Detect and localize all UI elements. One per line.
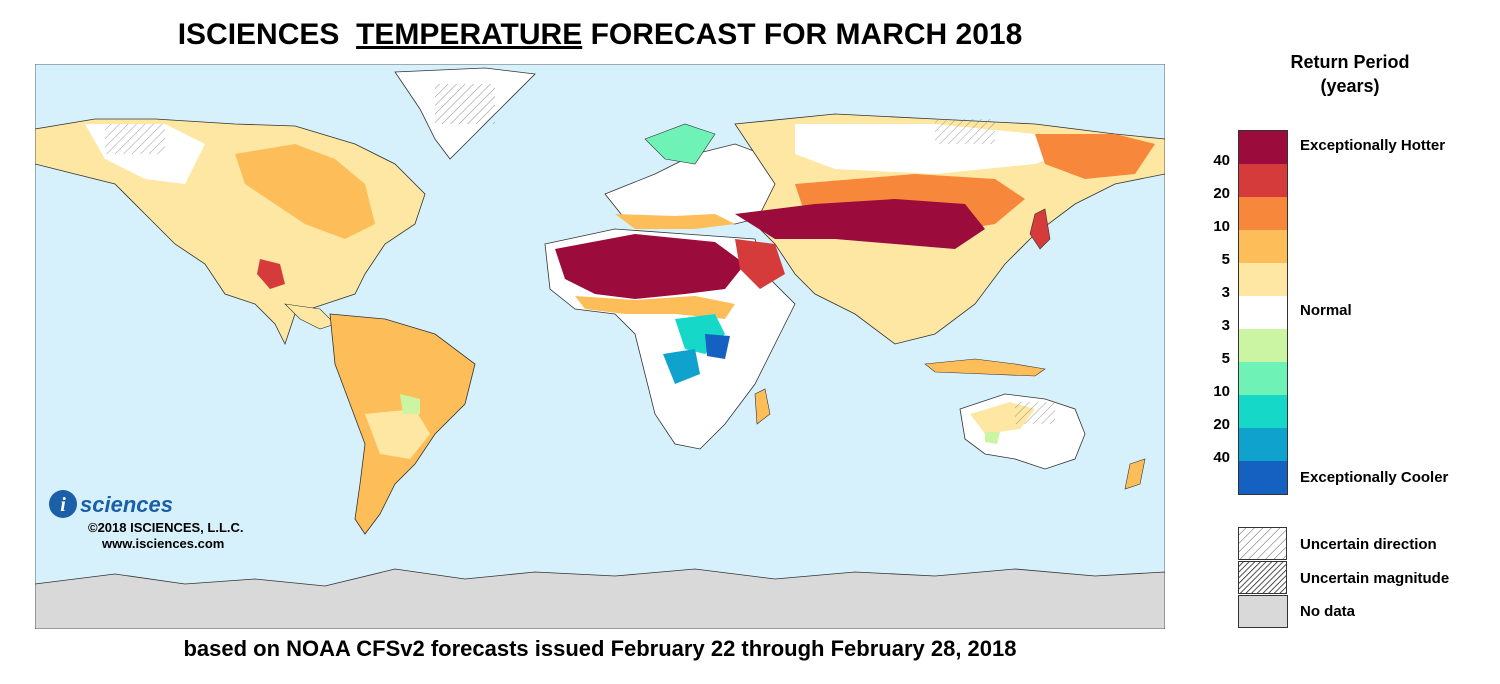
world-map: i sciences: [35, 64, 1165, 629]
copyright-block: ©2018 ISCIENCES, L.L.C. www.isciences.co…: [88, 520, 244, 552]
scale-swatch: [1239, 263, 1287, 296]
color-scale: [1238, 130, 1288, 495]
isciences-logo: i sciences: [49, 490, 173, 518]
scale-tick-label: 5: [1221, 350, 1230, 367]
scale-swatch: [1239, 164, 1287, 197]
antarctica: [35, 568, 1165, 629]
scale-swatch: [1239, 461, 1287, 494]
scale-swatch: [1239, 395, 1287, 428]
uncertain-direction-swatch: [1238, 527, 1287, 560]
south-america-cool: [400, 394, 420, 414]
scale-tick-label: 3: [1221, 317, 1230, 334]
title-part-3: FORECAST FOR MARCH 2018: [590, 18, 1023, 51]
scale-tick-label: 10: [1213, 383, 1230, 400]
new-zealand: [1124, 458, 1146, 490]
scale-tick-label: 40: [1213, 152, 1230, 169]
scale-swatch: [1239, 362, 1287, 395]
scale-tick-label: 20: [1213, 185, 1230, 202]
website-text: www.isciences.com: [102, 536, 225, 551]
title-part-2: TEMPERATURE: [356, 18, 583, 51]
category-cool: Exceptionally Cooler: [1300, 469, 1449, 486]
logo-letter: i: [60, 494, 66, 516]
legend-title: Return Period (years): [1255, 50, 1445, 98]
north-america-hot: [235, 144, 375, 239]
russia-far-east: [1035, 134, 1155, 179]
scandinavia-cool: [644, 123, 716, 165]
mexico-hot: [257, 259, 285, 289]
title-part-1: ISCIENCES: [177, 18, 340, 51]
siberia-normal: [795, 124, 1095, 174]
no-data-swatch: [1238, 595, 1288, 628]
category-normal: Normal: [1300, 302, 1352, 319]
africa-hot-band: [575, 296, 735, 319]
category-hot: Exceptionally Hotter: [1300, 137, 1446, 154]
map-title: ISCIENCES TEMPERATURE FORECAST FOR MARCH…: [35, 18, 1165, 52]
japan: [1029, 208, 1051, 250]
copyright-text: ©2018 ISCIENCES, L.L.C.: [88, 520, 244, 535]
europe-south-hot: [615, 214, 735, 229]
central-america: [284, 303, 336, 330]
arabia-hot: [735, 239, 785, 289]
scale-tick-label: 20: [1213, 416, 1230, 433]
madagascar: [754, 388, 771, 425]
scale-tick-label: 40: [1213, 449, 1230, 466]
scale-swatch: [1239, 296, 1287, 329]
scale-tick-label: 10: [1213, 218, 1230, 235]
logo-word: sciences: [80, 492, 173, 517]
africa-cool-3: [705, 334, 730, 359]
south-america-light: [365, 409, 430, 459]
scale-swatch: [1239, 428, 1287, 461]
no-data-label: No data: [1300, 603, 1356, 620]
indonesia: [924, 358, 1046, 377]
uncertain-magnitude-label: Uncertain magnitude: [1300, 570, 1450, 587]
africa-cool-2: [663, 349, 700, 384]
scale-swatch: [1239, 131, 1287, 164]
map-subtitle: based on NOAA CFSv2 forecasts issued Feb…: [183, 636, 1017, 661]
scale-swatch: [1239, 197, 1287, 230]
asia-exceptional: [735, 199, 985, 249]
uncertain-direction-label: Uncertain direction: [1300, 536, 1437, 553]
uncertain-magnitude-swatch: [1238, 561, 1287, 594]
scale-tick-label: 5: [1221, 251, 1230, 268]
scale-swatch: [1239, 230, 1287, 263]
legend-title-line-2: (years): [1320, 76, 1380, 96]
scale-tick-label: 3: [1221, 284, 1230, 301]
scale-swatch: [1239, 329, 1287, 362]
australia-cool: [985, 432, 1000, 444]
logo-circle: [49, 490, 77, 518]
legend-title-line-1: Return Period: [1290, 52, 1410, 72]
sahara-exceptional: [555, 234, 745, 299]
